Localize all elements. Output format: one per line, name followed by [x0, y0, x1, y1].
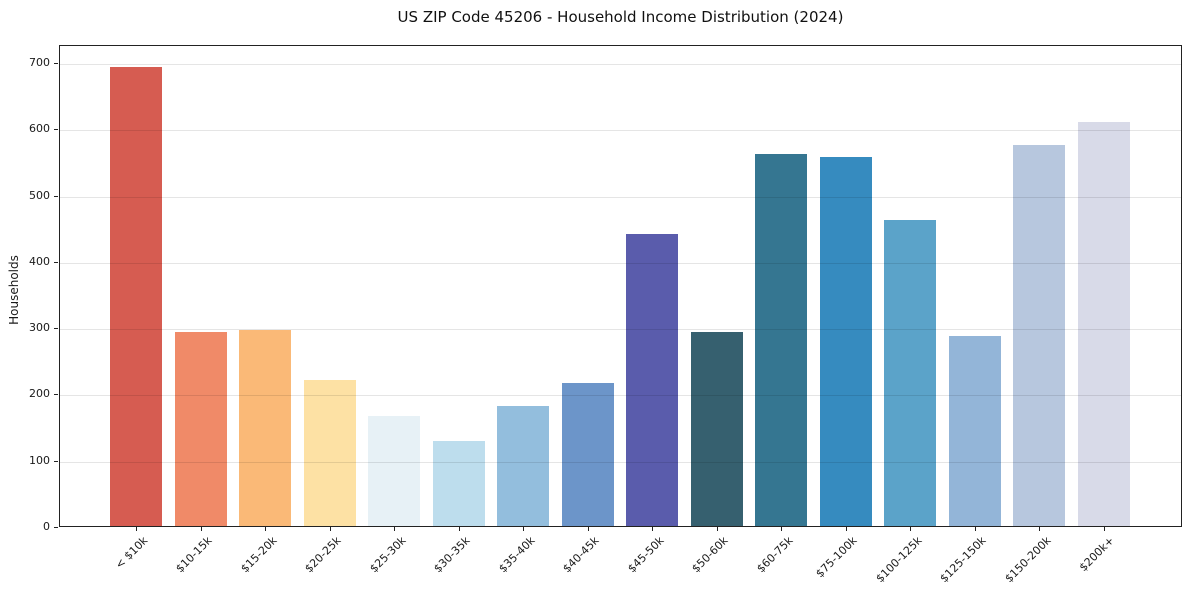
y-tick-mark: [54, 262, 58, 263]
x-tick-label: $100-125k: [873, 534, 925, 586]
x-tick-mark: [459, 527, 460, 531]
y-tick-label: 700: [29, 56, 50, 69]
y-tick-label: 400: [29, 255, 50, 268]
gridline: [60, 197, 1181, 198]
y-tick-label: 200: [29, 387, 50, 400]
bar: [110, 67, 162, 526]
gridline: [60, 329, 1181, 330]
bar: [497, 406, 549, 526]
y-tick-mark: [54, 196, 58, 197]
x-tick-label: $125-150k: [937, 534, 989, 586]
x-tick-label: $20-25k: [301, 534, 344, 576]
x-tick-label: $45-50k: [624, 534, 667, 576]
y-tick-label: 300: [29, 321, 50, 334]
y-tick-mark: [54, 328, 58, 329]
x-tick-mark: [1104, 527, 1105, 531]
x-tick-label: $75-100k: [812, 534, 860, 581]
x-tick-mark: [652, 527, 653, 531]
y-tick-label: 100: [29, 454, 50, 467]
x-tick-mark: [136, 527, 137, 531]
y-tick-label: 600: [29, 122, 50, 135]
bar: [368, 416, 420, 526]
y-tick-label: 500: [29, 189, 50, 202]
bar: [755, 154, 807, 526]
x-tick-label: $60-75k: [753, 534, 796, 576]
bar: [948, 336, 1001, 526]
x-tick-label: $30-35k: [430, 534, 473, 576]
bar: [690, 332, 743, 526]
x-tick-mark: [201, 527, 202, 531]
x-tick-label: $15-20k: [237, 534, 280, 576]
x-tick-label: $200k+: [1077, 534, 1118, 575]
y-tick-label: 0: [43, 520, 50, 533]
bar: [1077, 122, 1130, 526]
x-tick-mark: [265, 527, 266, 531]
plot-area: [59, 45, 1182, 527]
x-tick-label: $10-15k: [172, 534, 215, 576]
x-tick-mark: [781, 527, 782, 531]
x-tick-label: $50-60k: [688, 534, 731, 576]
x-tick-label: < $10k: [112, 534, 151, 572]
y-tick-mark: [54, 129, 58, 130]
x-tick-mark: [523, 527, 524, 531]
bar: [239, 330, 291, 526]
y-tick-mark: [54, 527, 58, 528]
x-tick-label: $25-30k: [366, 534, 409, 576]
x-tick-mark: [846, 527, 847, 531]
chart-title: US ZIP Code 45206 - Household Income Dis…: [397, 8, 844, 26]
y-tick-mark: [54, 63, 58, 64]
x-tick-mark: [330, 527, 331, 531]
x-tick-label: $150-200k: [1002, 534, 1054, 586]
bar: [1013, 145, 1065, 526]
x-tick-mark: [394, 527, 395, 531]
gridline: [60, 64, 1181, 65]
gridline: [60, 395, 1181, 396]
gridline: [60, 462, 1181, 463]
x-tick-label: $35-40k: [495, 534, 538, 576]
x-tick-mark: [1039, 527, 1040, 531]
bar: [884, 220, 936, 526]
bar: [626, 234, 678, 526]
x-tick-mark: [717, 527, 718, 531]
bar: [561, 383, 614, 526]
x-tick-mark: [975, 527, 976, 531]
x-tick-label: $40-45k: [559, 534, 602, 576]
x-tick-mark: [588, 527, 589, 531]
bar: [819, 157, 872, 526]
bar: [303, 380, 356, 526]
y-tick-mark: [54, 394, 58, 395]
y-tick-mark: [54, 461, 58, 462]
gridline: [60, 263, 1181, 264]
bar: [174, 332, 227, 526]
x-tick-mark: [910, 527, 911, 531]
gridline: [60, 130, 1181, 131]
bar: [432, 441, 485, 526]
